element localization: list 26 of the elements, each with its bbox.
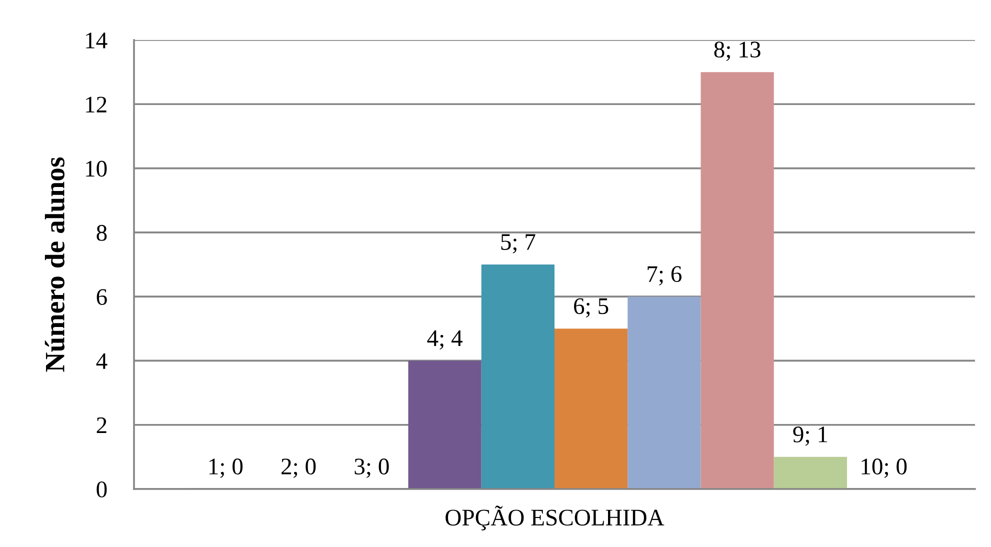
x-tick-label: OPÇÃO ESCOLHIDA (446, 506, 664, 530)
data-label: 3; 0 (354, 458, 389, 478)
bar (774, 456, 848, 489)
bar (408, 360, 482, 489)
y-tick-label: 6 (96, 289, 107, 305)
data-label: 2; 0 (282, 458, 316, 478)
data-label: 10; 0 (862, 458, 907, 478)
data-label: 6; 5 (574, 298, 608, 318)
data-label: 1; 0 (209, 458, 243, 478)
data-label: 4; 4 (427, 330, 462, 350)
data-label: 8; 13 (714, 42, 760, 61)
y-tick-label: 8 (96, 224, 107, 241)
bar (700, 72, 774, 489)
bar (481, 264, 554, 489)
y-tick-label: 12 (86, 96, 106, 112)
data-label: 5; 7 (501, 234, 536, 254)
data-label: 7; 6 (648, 266, 682, 286)
y-tick-label: 10 (86, 160, 107, 177)
y-axis-title: Número de alunos (44, 157, 65, 372)
y-tick-label: 4 (96, 353, 108, 369)
y-tick-label: 14 (86, 32, 108, 48)
bar (628, 296, 701, 489)
data-label: 9; 1 (793, 426, 828, 446)
bar (554, 328, 628, 489)
y-tick-label: 2 (96, 417, 106, 434)
y-tick-label: 0 (96, 481, 107, 498)
